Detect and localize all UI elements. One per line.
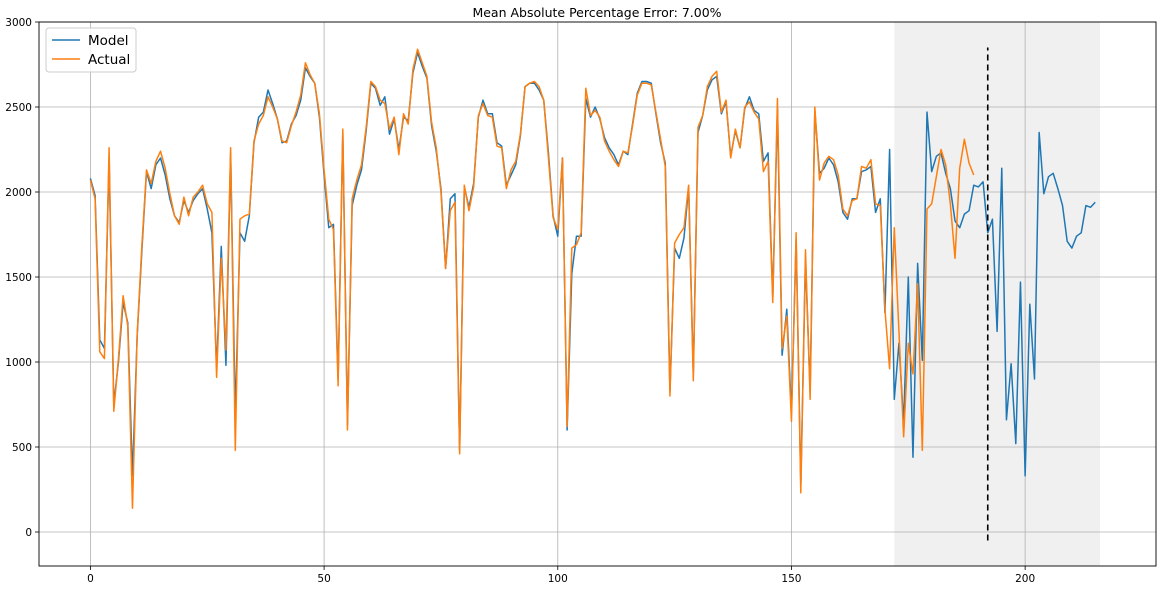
x-tick-label: 150 bbox=[781, 573, 801, 585]
legend-label-model: Model bbox=[88, 33, 129, 49]
x-tick-label: 0 bbox=[87, 573, 94, 585]
y-tick-label: 2000 bbox=[5, 187, 32, 199]
y-tick-label: 3000 bbox=[5, 17, 32, 29]
y-tick-label: 0 bbox=[25, 527, 32, 539]
legend-box bbox=[45, 27, 137, 73]
y-tick-label: 2500 bbox=[5, 102, 32, 114]
legend: Model Actual bbox=[45, 27, 137, 73]
y-tick-label: 500 bbox=[12, 442, 32, 454]
series-line-actual bbox=[89, 48, 975, 509]
legend-label-actual: Actual bbox=[88, 52, 130, 68]
y-tick-label: 1500 bbox=[5, 272, 32, 284]
forecast-region bbox=[894, 22, 1100, 566]
plot-frame bbox=[38, 21, 1157, 567]
y-tick-label: 1000 bbox=[5, 357, 32, 369]
x-tick-label: 50 bbox=[317, 573, 330, 585]
x-tick-label: 200 bbox=[1015, 573, 1035, 585]
x-tick-label: 100 bbox=[548, 573, 568, 585]
chart-title: Mean Absolute Percentage Error: 7.00% bbox=[472, 5, 721, 20]
